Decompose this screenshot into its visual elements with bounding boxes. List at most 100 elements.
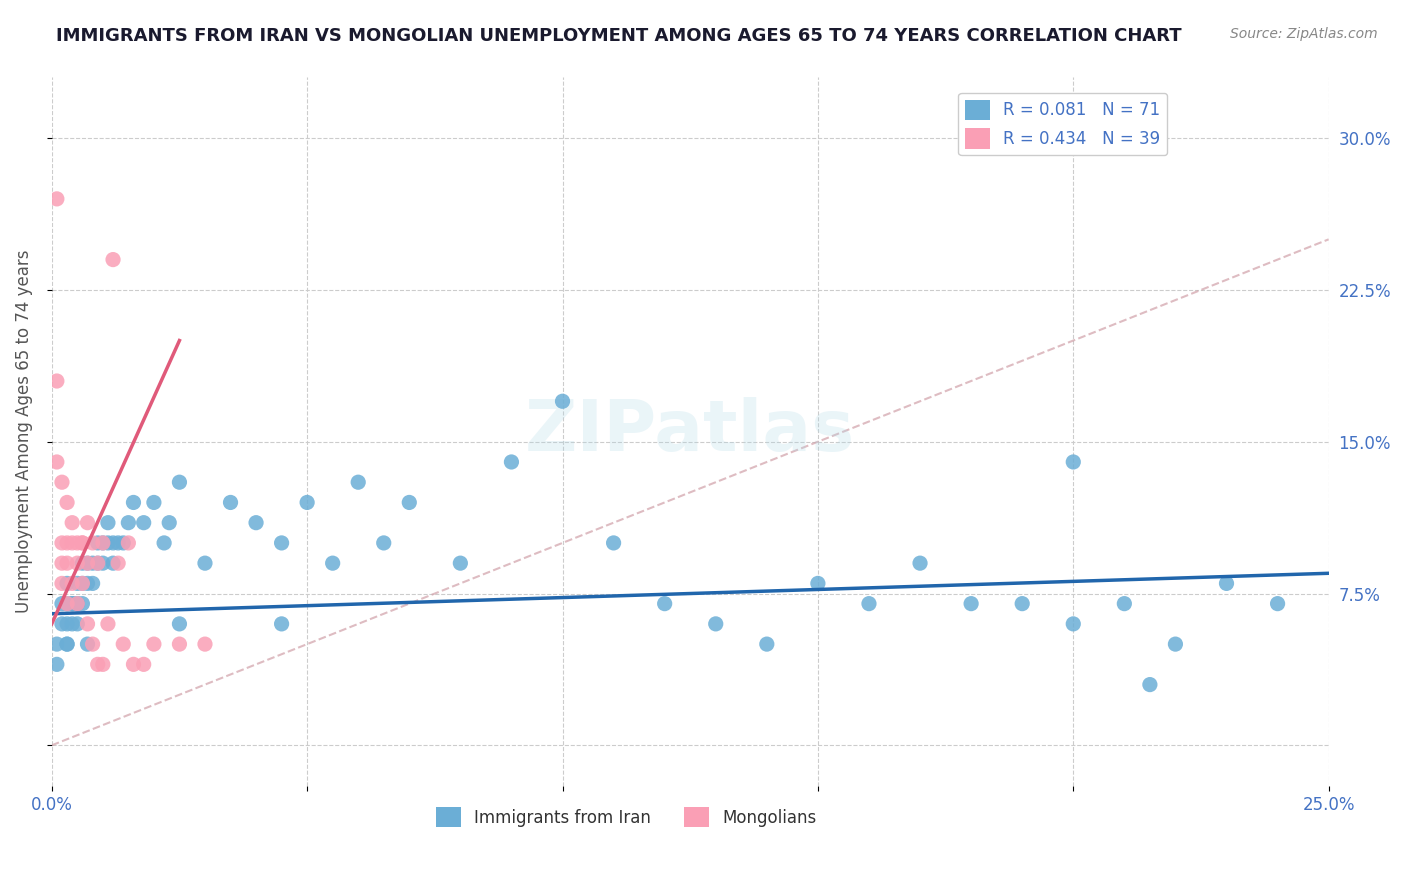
Point [56, 576, 79, 591]
Point [51, 536, 73, 550]
Point [45, 192, 67, 206]
Point [56, 637, 79, 651]
Text: IMMIGRANTS FROM IRAN VS MONGOLIAN UNEMPLOYMENT AMONG AGES 65 TO 74 YEARS CORRELA: IMMIGRANTS FROM IRAN VS MONGOLIAN UNEMPL… [56, 27, 1182, 45]
Point [72, 597, 94, 611]
Point [91, 556, 114, 570]
Point [56, 597, 79, 611]
Point [45, 657, 67, 672]
Point [51, 576, 73, 591]
Point [66, 536, 89, 550]
Point [153, 536, 176, 550]
Point [142, 495, 165, 509]
Point [112, 536, 135, 550]
Point [551, 394, 574, 409]
Point [56, 495, 79, 509]
Point [194, 556, 217, 570]
Point [97, 536, 120, 550]
Point [347, 475, 370, 490]
Point [97, 616, 120, 631]
Point [72, 536, 94, 550]
Point [82, 637, 104, 651]
Point [76, 516, 98, 530]
Point [1062, 616, 1084, 631]
Point [322, 556, 344, 570]
Point [76, 616, 98, 631]
Point [97, 516, 120, 530]
Legend: Immigrants from Iran, Mongolians: Immigrants from Iran, Mongolians [429, 800, 824, 834]
Point [82, 576, 104, 591]
Point [132, 516, 155, 530]
Point [87, 657, 110, 672]
Point [87, 556, 110, 570]
Point [295, 495, 318, 509]
Point [72, 556, 94, 570]
Point [45, 455, 67, 469]
Point [66, 556, 89, 570]
Point [270, 616, 292, 631]
Point [51, 616, 73, 631]
Point [76, 637, 98, 651]
Point [142, 637, 165, 651]
Point [56, 556, 79, 570]
Point [398, 495, 420, 509]
Text: Source: ZipAtlas.com: Source: ZipAtlas.com [1230, 27, 1378, 41]
Point [858, 597, 880, 611]
Point [1062, 455, 1084, 469]
Point [654, 597, 676, 611]
Point [501, 455, 523, 469]
Point [122, 657, 145, 672]
Point [807, 576, 830, 591]
Point [117, 516, 139, 530]
Point [91, 536, 114, 550]
Point [169, 616, 191, 631]
Point [101, 252, 124, 267]
Point [107, 556, 129, 570]
Point [908, 556, 931, 570]
Point [56, 616, 79, 631]
Point [60, 597, 83, 611]
Point [66, 597, 89, 611]
Point [56, 597, 79, 611]
Point [87, 556, 110, 570]
Point [56, 536, 79, 550]
Point [755, 637, 778, 651]
Point [66, 616, 89, 631]
Point [157, 516, 180, 530]
Point [704, 616, 727, 631]
Point [51, 475, 73, 490]
Point [1011, 597, 1033, 611]
Point [107, 536, 129, 550]
Point [51, 597, 73, 611]
Point [82, 536, 104, 550]
Point [373, 536, 395, 550]
Y-axis label: Unemployment Among Ages 65 to 74 years: Unemployment Among Ages 65 to 74 years [15, 250, 32, 614]
Point [72, 536, 94, 550]
Point [132, 657, 155, 672]
Point [960, 597, 983, 611]
Point [82, 556, 104, 570]
Point [602, 536, 624, 550]
Point [1139, 677, 1161, 691]
Point [1215, 576, 1237, 591]
Point [66, 597, 89, 611]
Point [45, 637, 67, 651]
Point [101, 536, 124, 550]
Point [56, 637, 79, 651]
Point [219, 495, 242, 509]
Text: ZIPatlas: ZIPatlas [524, 397, 855, 467]
Point [51, 556, 73, 570]
Point [169, 637, 191, 651]
Point [122, 495, 145, 509]
Point [72, 576, 94, 591]
Point [245, 516, 267, 530]
Point [1114, 597, 1136, 611]
Point [60, 616, 83, 631]
Point [60, 536, 83, 550]
Point [72, 576, 94, 591]
Point [60, 597, 83, 611]
Point [91, 536, 114, 550]
Point [87, 536, 110, 550]
Point [1164, 637, 1187, 651]
Point [270, 536, 292, 550]
Point [76, 556, 98, 570]
